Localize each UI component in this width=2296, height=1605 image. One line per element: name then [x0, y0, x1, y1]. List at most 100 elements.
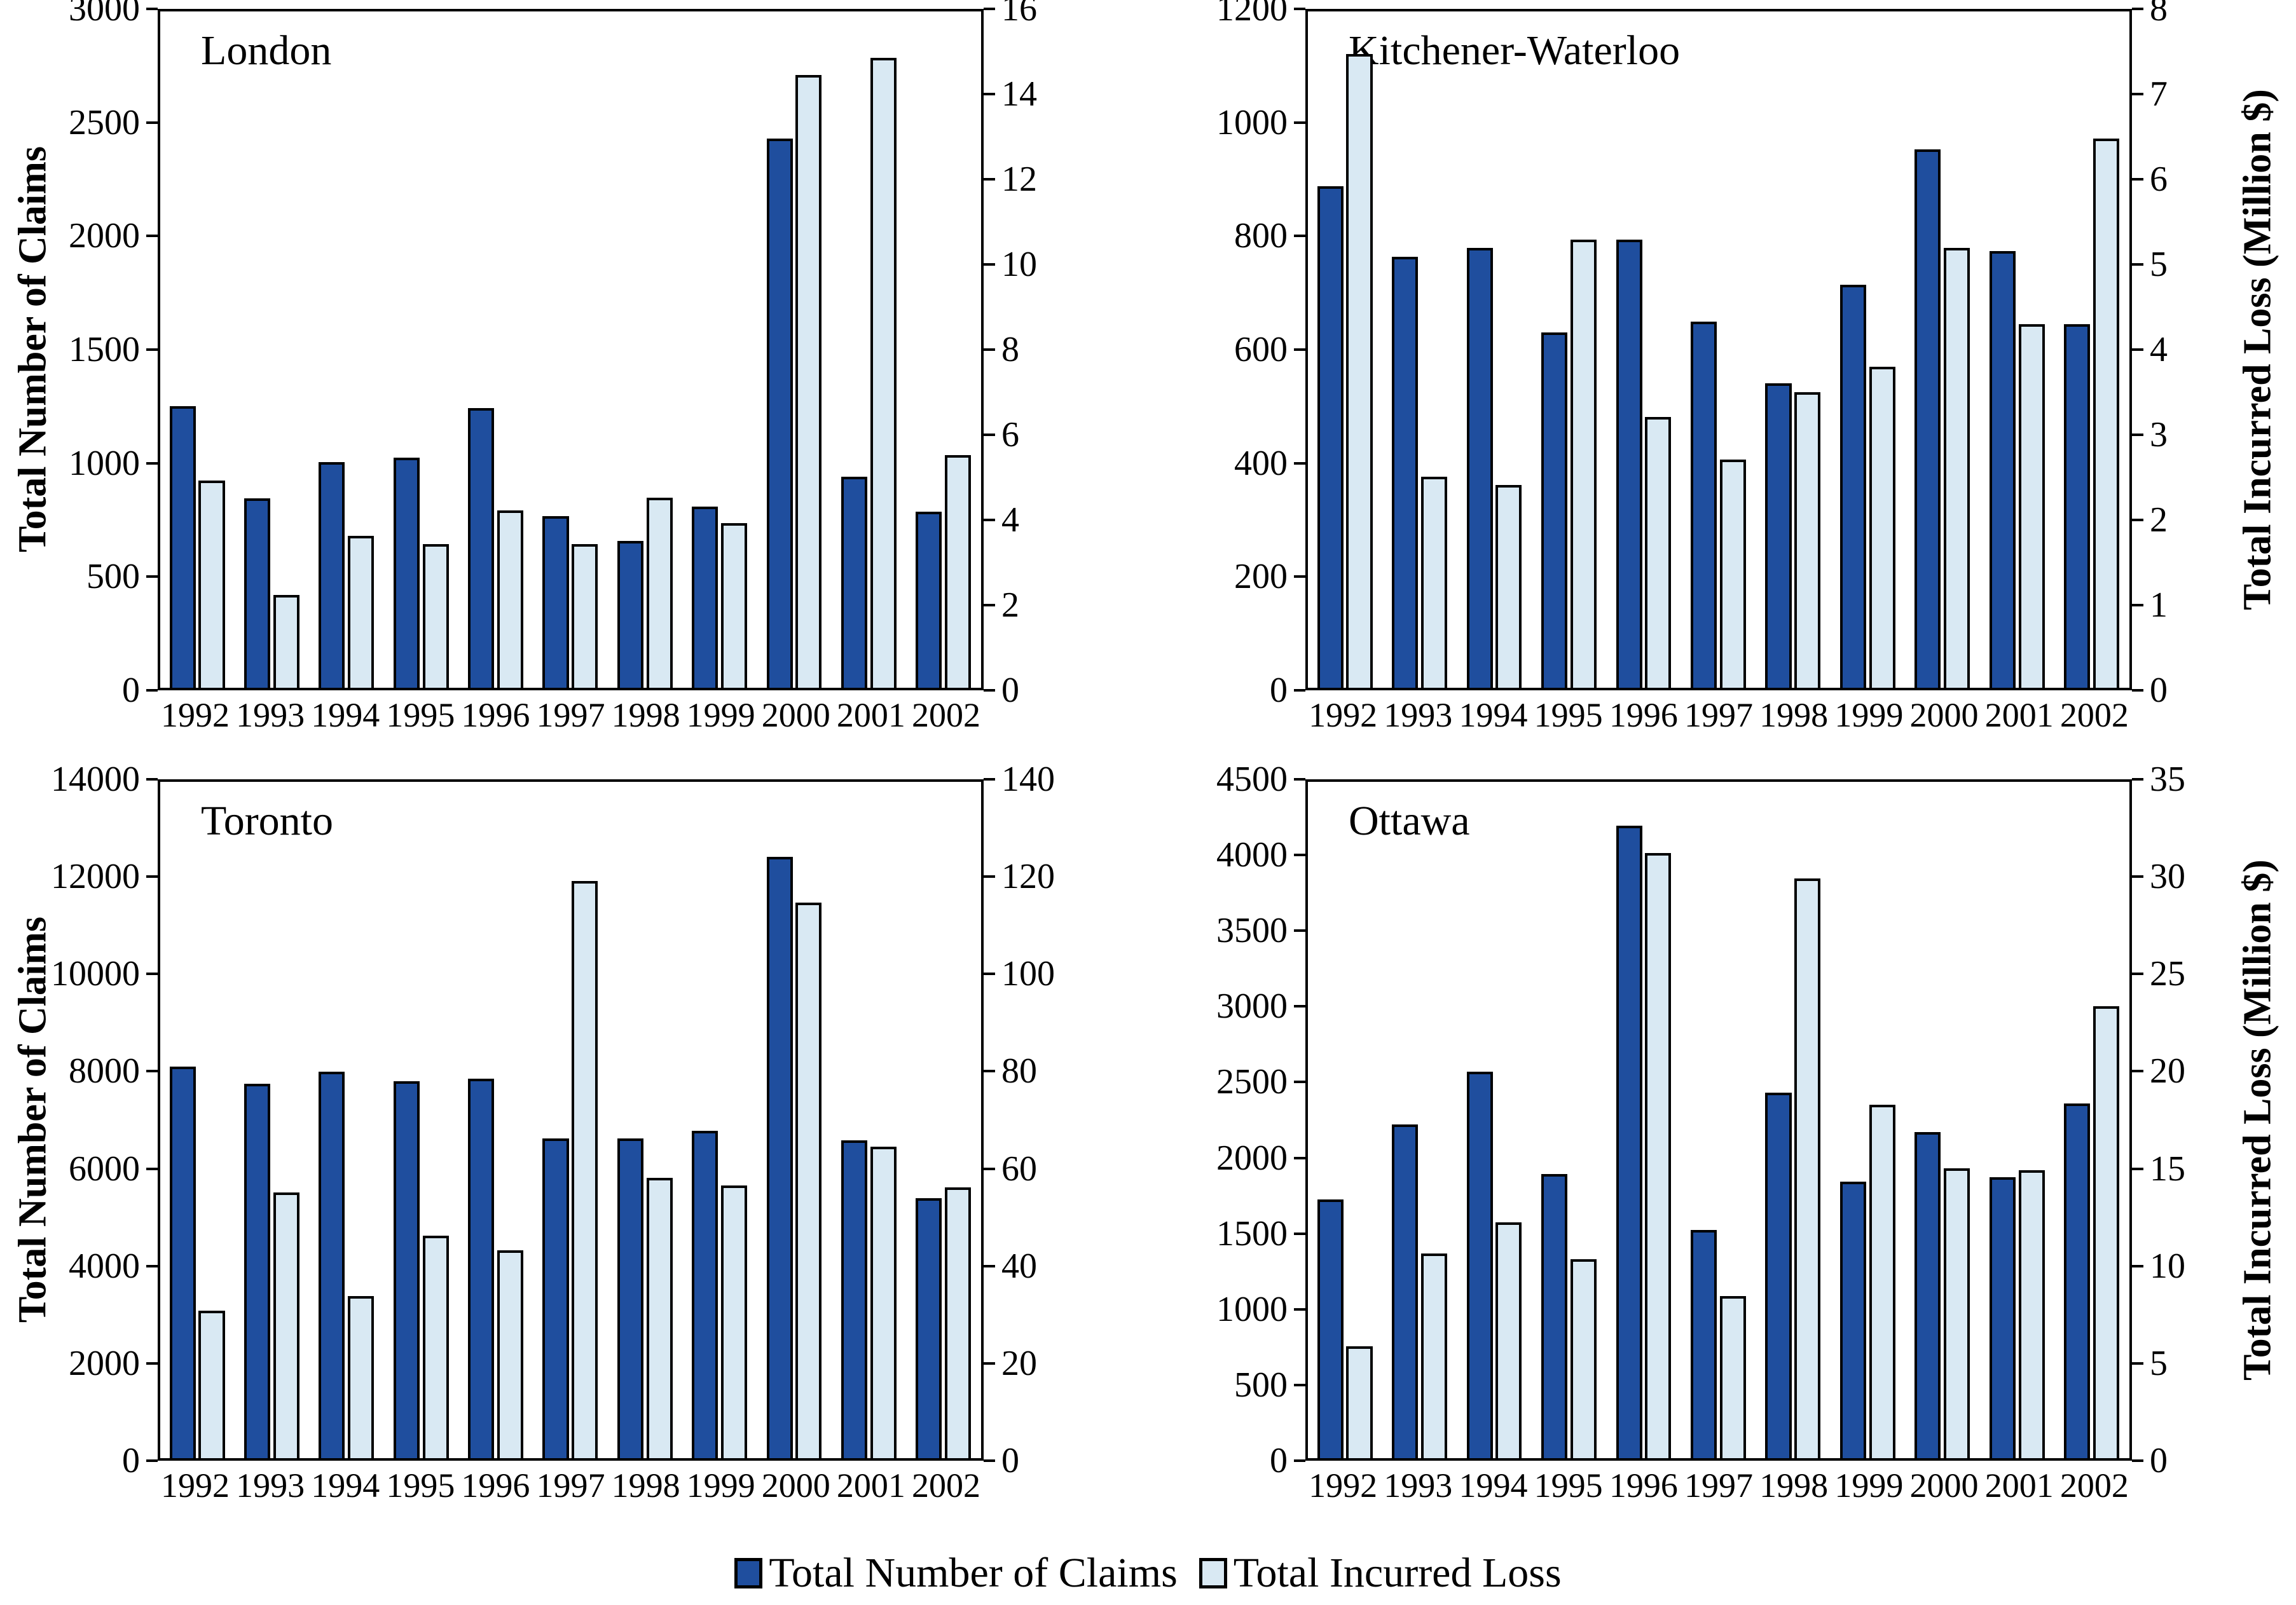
- y-axis-right: 140 120 100 80 60 40 20 0: [984, 762, 1079, 1479]
- claims-bar: [2064, 324, 2091, 688]
- chart-ottawa: 4500 4000 3500 3000 2500 2000 1500 1000 500 0 Otta…: [1148, 762, 2296, 1541]
- axis-title-right: Total Incurred Loss (Million $): [2236, 89, 2279, 610]
- tick-mark: [2132, 778, 2143, 781]
- x-axis-tick-label: 1995: [386, 696, 455, 734]
- tick-mark: [984, 689, 995, 692]
- loss-bar: [795, 74, 822, 688]
- loss-bar: [273, 1192, 299, 1458]
- tick-mark: [2132, 519, 2143, 521]
- x-axis-tick-label: 1999: [686, 696, 755, 734]
- y-axis-tick-label: 8: [2150, 0, 2168, 29]
- x-axis-tick-label: 2001: [836, 696, 905, 734]
- x-axis-tick-label: 1992: [1309, 696, 1378, 734]
- tick-mark: [146, 8, 158, 10]
- y-axis-tick-label: 600: [1234, 330, 1288, 369]
- tick-mark: [2132, 434, 2143, 436]
- tick-mark: [1294, 8, 1305, 10]
- legend-entry-loss: Total Incurred Loss: [1199, 1549, 1562, 1597]
- tick-mark: [984, 8, 995, 10]
- y-axis-tick-label: 35: [2150, 760, 2185, 799]
- x-axis-tick-label: 1995: [1534, 696, 1603, 734]
- y-axis-tick-label: 200: [1234, 557, 1288, 597]
- y-axis-tick-label: 2500: [1216, 1062, 1288, 1102]
- chart-kitchener-waterloo: 1200 1000 800 600 400 200 0 Kitchener-Waterloo 8…: [1148, 0, 2296, 770]
- loss-bar: [572, 880, 598, 1458]
- y-axis-tick-label: 500: [86, 557, 140, 597]
- y-axis-tick-label: 2: [2150, 500, 2168, 540]
- y-axis-tick-label: 4000: [69, 1246, 140, 1286]
- loss-bar: [422, 1236, 449, 1458]
- claims-bar: [1392, 256, 1419, 688]
- y-axis-right: 8 7 6 5 4 3 2 1 0: [2132, 0, 2227, 708]
- claims-bar: [169, 406, 196, 688]
- chart-london: Total Number of Claims 3000 2500 2000 1500 10…: [0, 0, 1148, 770]
- claims-bar: [1989, 1177, 2016, 1458]
- loss-bar: [870, 1146, 897, 1458]
- tick-mark: [1294, 575, 1305, 578]
- loss-bar: [720, 522, 748, 688]
- y-axis-left: 4500 4000 3500 3000 2500 2000 1500 1000 500 0: [1210, 762, 1305, 1479]
- y-axis-tick-label: 2000: [69, 1343, 140, 1383]
- tick-mark: [984, 1167, 995, 1170]
- claims-bar: [1392, 1124, 1419, 1458]
- claims-bar: [542, 516, 569, 688]
- y-axis-tick-label: 100: [1001, 954, 1055, 994]
- loss-swatch: [1199, 1557, 1227, 1588]
- y-axis-tick-label: 140: [1001, 760, 1055, 799]
- y-axis-tick-label: 800: [1234, 216, 1288, 256]
- loss-bar: [1869, 1104, 1895, 1458]
- y-axis-tick-label: 3: [2150, 415, 2168, 454]
- claims-bar: [468, 408, 495, 688]
- x-axis-tick-label: 1997: [536, 1466, 605, 1505]
- tick-mark: [1294, 1232, 1305, 1235]
- y-axis-tick-label: 20: [2150, 1051, 2185, 1091]
- claims-bar: [766, 139, 793, 688]
- tick-mark: [146, 575, 158, 578]
- loss-bar: [1570, 240, 1597, 688]
- loss-bar: [422, 543, 449, 688]
- y-axis-tick-label: 6: [2150, 160, 2168, 199]
- claims-bar: [1541, 1174, 1568, 1458]
- claims-bar: [1466, 248, 1493, 688]
- loss-bar: [348, 535, 375, 688]
- y-axis-tick-label: 0: [122, 1441, 140, 1480]
- x-axis-tick-label: 2000: [761, 696, 830, 734]
- tick-mark: [2132, 689, 2143, 692]
- y-axis-left: 14000 12000 10000 8000 6000 4000 2000 0: [51, 762, 158, 1479]
- y-axis-tick-label: 12: [1001, 160, 1037, 199]
- loss-bar: [1794, 392, 1821, 688]
- claims-bar: [1690, 1229, 1717, 1458]
- loss-bar: [1495, 1222, 1522, 1458]
- y-axis-tick-label: 8000: [69, 1051, 140, 1091]
- chart-title: Kitchener-Waterloo: [1349, 27, 1681, 74]
- claims-bar: [841, 1140, 867, 1458]
- tick-mark: [2132, 178, 2143, 181]
- y-axis-tick-label: 0: [1001, 671, 1019, 710]
- tick-mark: [2132, 1362, 2143, 1365]
- tick-mark: [984, 1362, 995, 1365]
- y-axis-tick-label: 15: [2150, 1149, 2185, 1189]
- claims-bar: [1466, 1072, 1493, 1458]
- x-axis-tick-label: 2001: [1984, 1466, 2054, 1505]
- x-axis-tick-label: 2000: [1909, 1466, 1979, 1505]
- claims-bar: [1317, 1199, 1344, 1458]
- x-axis-tick-label: 2000: [761, 1466, 830, 1505]
- loss-bar: [720, 1185, 748, 1458]
- y-axis-tick-label: 1500: [1216, 1213, 1288, 1253]
- y-axis-tick-label: 2500: [69, 102, 140, 142]
- y-axis-tick-label: 7: [2150, 74, 2168, 114]
- loss-bar: [1645, 417, 1672, 688]
- tick-mark: [1294, 121, 1305, 124]
- loss-bar: [1570, 1259, 1597, 1458]
- y-axis-tick-label: 1500: [69, 330, 140, 369]
- y-axis-tick-label: 10: [2150, 1246, 2185, 1286]
- tick-mark: [984, 348, 995, 351]
- loss-bar: [198, 1311, 225, 1458]
- claims-bar: [841, 477, 867, 688]
- y-axis-tick-label: 0: [1270, 1441, 1288, 1480]
- y-axis-tick-label: 0: [2150, 1441, 2168, 1480]
- loss-bar: [1944, 1168, 1970, 1458]
- tick-mark: [146, 1167, 158, 1170]
- tick-mark: [146, 1459, 158, 1462]
- tick-mark: [146, 875, 158, 878]
